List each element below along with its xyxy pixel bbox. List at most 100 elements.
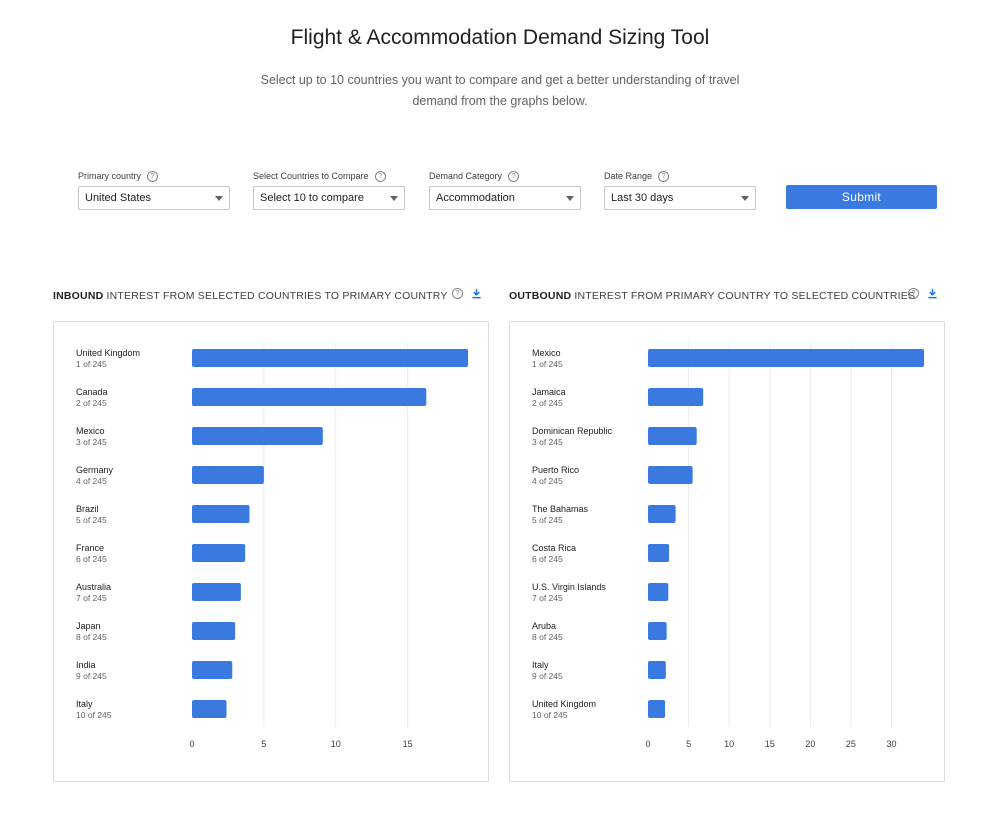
- bar[interactable]: [648, 388, 704, 406]
- rank-label: 6 of 245: [76, 554, 107, 564]
- bar[interactable]: [192, 466, 264, 484]
- rank-label: 3 of 245: [76, 437, 107, 447]
- bar[interactable]: [648, 349, 924, 367]
- caret-down-icon: [566, 195, 574, 201]
- inbound-chart-panel: 0 5 10 15 United Kingdom 1 of 245 Canada 2 of 2…: [53, 321, 489, 782]
- compare-countries-label: Select Countries to Compare: [253, 171, 369, 181]
- caret-down-icon: [741, 195, 749, 201]
- bar[interactable]: [192, 700, 227, 718]
- bar[interactable]: [192, 505, 250, 523]
- rank-label: 4 of 245: [76, 476, 107, 486]
- bar[interactable]: [648, 700, 666, 718]
- primary-country-select[interactable]: United States: [78, 186, 230, 210]
- download-icon[interactable]: [927, 288, 938, 299]
- category-label: Puerto Rico: [532, 465, 579, 475]
- bar[interactable]: [192, 544, 246, 562]
- category-label: India: [76, 660, 96, 670]
- rank-label: 10 of 245: [76, 710, 112, 720]
- bar[interactable]: [192, 388, 427, 406]
- bar[interactable]: [648, 466, 693, 484]
- caret-down-icon: [390, 195, 398, 201]
- help-icon[interactable]: ?: [374, 170, 386, 182]
- page-subtitle: Select up to 10 countries you want to co…: [260, 73, 740, 108]
- date-range-label: Date Range: [604, 171, 653, 181]
- bar[interactable]: [648, 544, 670, 562]
- demand-category-select[interactable]: Accommodation: [429, 186, 581, 210]
- bar[interactable]: [192, 427, 323, 445]
- bar[interactable]: [192, 661, 233, 679]
- submit-button[interactable]: Submit: [786, 185, 937, 209]
- x-tick-label: 15: [765, 739, 775, 749]
- rank-label: 1 of 245: [76, 359, 107, 369]
- category-label: The Bahamas: [532, 504, 589, 514]
- category-label: Italy: [532, 660, 549, 670]
- rank-label: 9 of 245: [76, 671, 107, 681]
- rank-label: 3 of 245: [532, 437, 563, 447]
- category-label: France: [76, 543, 104, 553]
- bar[interactable]: [648, 622, 667, 640]
- bar[interactable]: [648, 427, 697, 445]
- x-tick-label: 0: [645, 739, 650, 749]
- bar[interactable]: [648, 583, 669, 601]
- outbound-chart-title: OUTBOUND INTEREST FROM PRIMARY COUNTRY T…: [509, 290, 915, 302]
- help-icon[interactable]: ?: [452, 288, 463, 299]
- date-range-field: Date Range ? Last 30 days: [604, 170, 756, 210]
- category-label: U.S. Virgin Islands: [532, 582, 606, 592]
- x-tick-label: 20: [805, 739, 815, 749]
- rank-label: 4 of 245: [532, 476, 563, 486]
- help-icon[interactable]: ?: [147, 170, 159, 182]
- rank-label: 9 of 245: [532, 671, 563, 681]
- x-tick-label: 10: [724, 739, 734, 749]
- x-tick-label: 0: [189, 739, 194, 749]
- bar[interactable]: [192, 349, 468, 367]
- category-label: Australia: [76, 582, 111, 592]
- rank-label: 5 of 245: [532, 515, 563, 525]
- category-label: Germany: [76, 465, 114, 475]
- x-tick-label: 15: [403, 739, 413, 749]
- x-tick-label: 25: [846, 739, 856, 749]
- x-tick-label: 5: [686, 739, 691, 749]
- help-icon[interactable]: ?: [508, 170, 520, 182]
- category-label: Mexico: [532, 348, 561, 358]
- outbound-title-bold: OUTBOUND: [509, 290, 572, 302]
- rank-label: 10 of 245: [532, 710, 568, 720]
- category-label: Japan: [76, 621, 101, 631]
- inbound-title-rest: INTEREST FROM SELECTED COUNTRIES TO PRIM…: [103, 290, 448, 302]
- category-label: Dominican Republic: [532, 426, 613, 436]
- caret-down-icon: [215, 195, 223, 201]
- help-icon[interactable]: ?: [908, 288, 919, 299]
- x-tick-label: 10: [331, 739, 341, 749]
- bar[interactable]: [192, 583, 241, 601]
- x-tick-label: 5: [261, 739, 266, 749]
- category-label: Jamaica: [532, 387, 566, 397]
- date-range-select[interactable]: Last 30 days: [604, 186, 756, 210]
- category-label: Canada: [76, 387, 108, 397]
- primary-country-value: United States: [85, 192, 152, 204]
- compare-countries-select[interactable]: Select 10 to compare: [253, 186, 405, 210]
- download-icon[interactable]: [471, 288, 482, 299]
- page-title: Flight & Accommodation Demand Sizing Too…: [290, 26, 710, 49]
- compare-countries-value: Select 10 to compare: [260, 192, 364, 204]
- bar[interactable]: [648, 661, 666, 679]
- category-label: Aruba: [532, 621, 556, 631]
- inbound-chart-title: INBOUND INTEREST FROM SELECTED COUNTRIES…: [53, 290, 448, 302]
- outbound-title-rest: INTEREST FROM PRIMARY COUNTRY TO SELECTE…: [571, 290, 916, 302]
- category-label: Italy: [76, 699, 93, 709]
- demand-category-field: Demand Category ? Accommodation: [429, 170, 581, 210]
- rank-label: 2 of 245: [76, 398, 107, 408]
- primary-country-label: Primary country: [78, 171, 142, 181]
- rank-label: 7 of 245: [532, 593, 563, 603]
- category-label: United Kingdom: [532, 699, 596, 709]
- rank-label: 8 of 245: [532, 632, 563, 642]
- category-label: Brazil: [76, 504, 99, 514]
- bar[interactable]: [192, 622, 236, 640]
- category-label: Costa Rica: [532, 543, 576, 553]
- help-icon[interactable]: ?: [658, 170, 670, 182]
- rank-label: 8 of 245: [76, 632, 107, 642]
- compare-countries-field: Select Countries to Compare ? Select 10 …: [253, 170, 405, 210]
- bar[interactable]: [648, 505, 676, 523]
- outbound-chart-panel: 0 5 10 15 20 25 30 Mexico 1 of 245 Jamaica 2 of 24…: [509, 321, 945, 782]
- x-tick-label: 30: [887, 739, 897, 749]
- date-range-value: Last 30 days: [611, 192, 674, 204]
